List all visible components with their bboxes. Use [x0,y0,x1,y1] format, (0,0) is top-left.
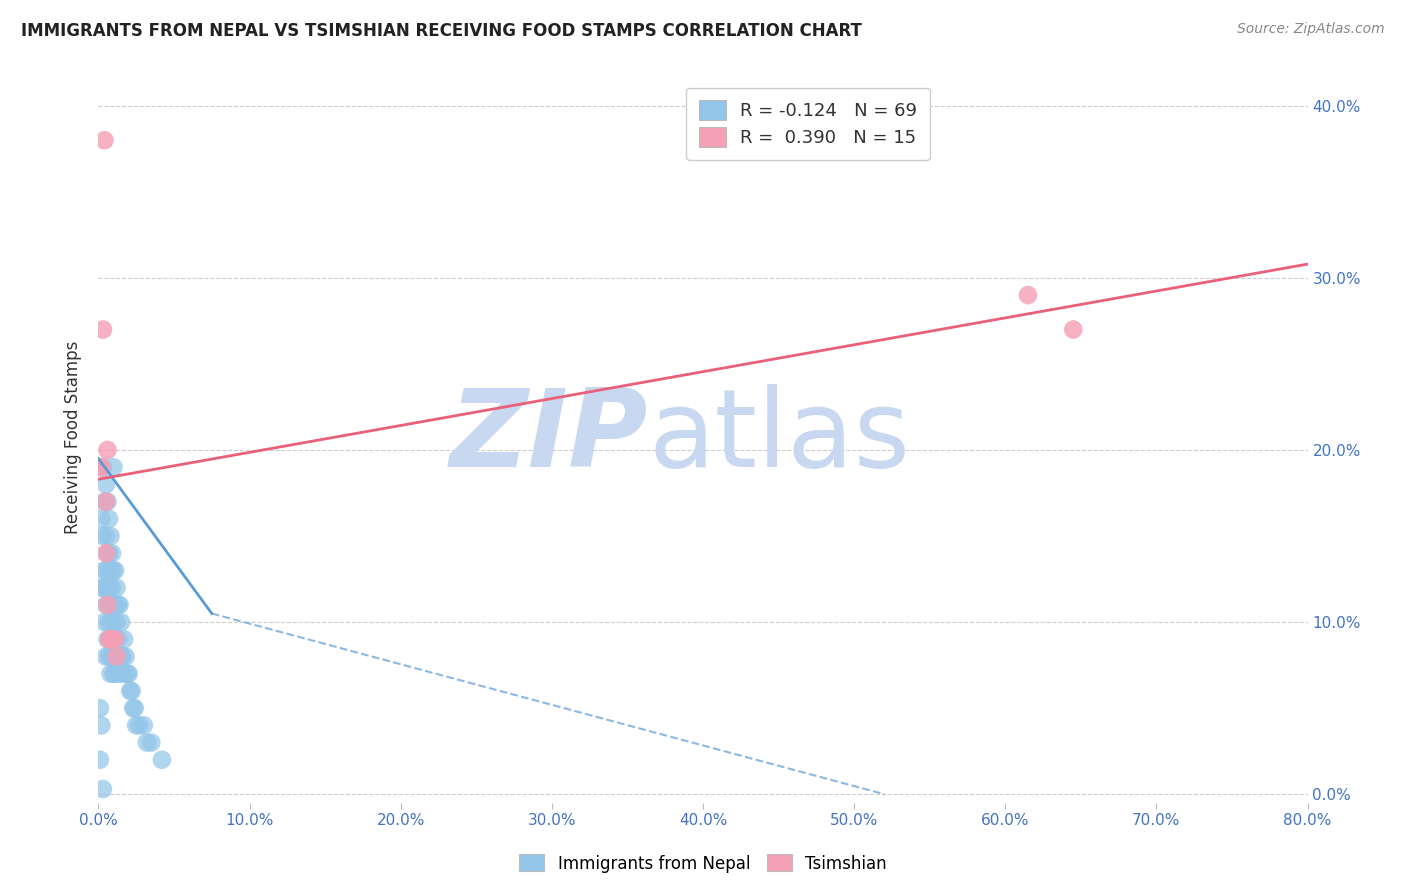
Point [132,718,155,732]
Point [108,666,131,681]
Point [104,598,127,612]
Point [103,666,125,681]
Point [107,598,129,612]
Point [110,615,132,629]
Point [100,632,122,647]
Point [101,632,124,647]
Point [100,666,122,681]
Point [104,564,127,578]
Point [101,546,124,560]
Point [118,666,141,681]
Point [104,666,127,681]
Point [120,684,142,698]
Point [94,649,117,664]
Point [91,460,114,475]
Point [122,701,145,715]
Point [94,529,117,543]
Point [94,598,117,612]
Point [124,701,146,715]
Point [103,598,125,612]
Point [96,442,118,457]
Point [96,632,118,647]
Point [1017,288,1039,302]
Point [108,598,131,612]
Point [91,581,114,595]
Point [105,615,128,629]
Point [100,598,122,612]
Point [91,529,114,543]
Point [98,512,121,526]
Point [98,546,121,560]
Point [112,632,135,647]
Point [98,649,121,664]
Point [135,735,157,749]
Point [100,529,122,543]
Point [90,581,112,595]
Point [104,632,127,647]
Point [98,581,121,595]
Point [94,477,117,491]
Point [1062,322,1084,336]
Point [104,632,127,647]
Point [111,649,134,664]
Legend: R = -0.124   N = 69, R =  0.390   N = 15: R = -0.124 N = 69, R = 0.390 N = 15 [686,87,929,160]
Point [98,632,121,647]
Point [90,718,112,732]
Point [105,649,128,664]
Point [89,460,111,475]
Point [100,564,122,578]
Text: ZIP: ZIP [450,384,648,490]
Point [94,564,117,578]
Legend: Immigrants from Nepal, Tsimshian: Immigrants from Nepal, Tsimshian [513,847,893,880]
Point [112,666,135,681]
Point [105,581,128,595]
Point [114,649,136,664]
Text: Source: ZipAtlas.com: Source: ZipAtlas.com [1237,22,1385,37]
Point [93,494,115,508]
Point [96,494,118,508]
Point [93,564,115,578]
Point [110,649,132,664]
Point [93,615,115,629]
Text: atlas: atlas [648,384,911,490]
Point [91,322,114,336]
Point [103,460,125,475]
Point [89,701,111,715]
Point [96,598,118,612]
Point [94,546,117,560]
Point [96,546,118,560]
Point [96,581,118,595]
Point [90,512,112,526]
Point [121,684,143,698]
Point [115,666,138,681]
Point [100,632,122,647]
Point [103,632,125,647]
Point [98,615,121,629]
Point [125,718,148,732]
Point [103,564,125,578]
Point [128,718,150,732]
Point [150,753,173,767]
Point [105,649,128,664]
Point [94,494,117,508]
Point [89,753,111,767]
Point [107,632,129,647]
Text: IMMIGRANTS FROM NEPAL VS TSIMSHIAN RECEIVING FOOD STAMPS CORRELATION CHART: IMMIGRANTS FROM NEPAL VS TSIMSHIAN RECEI… [21,22,862,40]
Point [90,460,112,475]
Y-axis label: Receiving Food Stamps: Receiving Food Stamps [65,341,83,533]
Point [141,735,163,749]
Point [101,649,124,664]
Point [101,581,124,595]
Point [93,133,115,147]
Point [91,782,114,797]
Point [101,615,124,629]
